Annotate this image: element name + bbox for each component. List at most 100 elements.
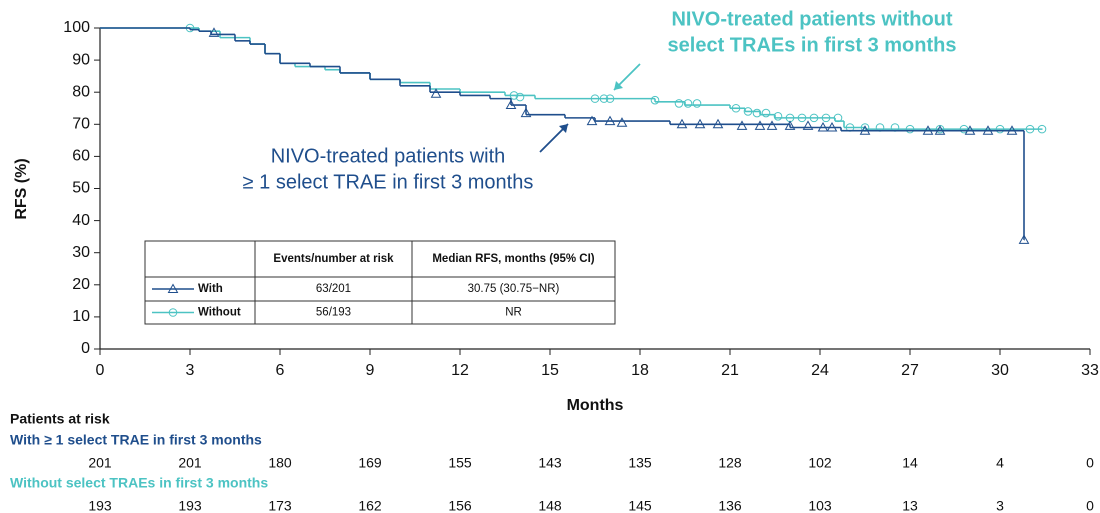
censor-marker	[905, 124, 915, 134]
censor-marker	[752, 108, 762, 118]
table-cell: NR	[505, 307, 522, 319]
annotation-arrowhead	[559, 124, 568, 133]
censor-marker	[821, 113, 831, 123]
risk-count: 143	[538, 455, 562, 471]
censor-marker	[754, 120, 766, 130]
y-tick-label: 20	[72, 276, 90, 293]
risk-count: 201	[178, 455, 202, 471]
risk-group-label: Without select TRAEs in first 3 months	[10, 475, 268, 491]
censor-marker	[982, 125, 994, 135]
censor-marker	[809, 113, 819, 123]
censor-marker	[430, 88, 442, 98]
censor-marker	[736, 120, 748, 130]
y-tick-label: 10	[72, 308, 90, 325]
series	[100, 27, 1030, 244]
risk-count: 148	[538, 498, 562, 513]
x-tick-label: 24	[811, 362, 829, 379]
censor-marker	[784, 120, 796, 130]
legend-label: Without	[198, 307, 241, 319]
annotation: NIVO-treated patients with	[271, 145, 506, 167]
x-tick-label: 12	[451, 362, 469, 379]
risk-count: 180	[268, 455, 292, 471]
censor-marker	[694, 118, 706, 129]
risk-count: 102	[808, 455, 832, 471]
censor-marker	[520, 107, 532, 118]
x-tick-label: 9	[366, 362, 375, 379]
censor-marker	[586, 115, 598, 126]
censor-marker	[604, 115, 616, 126]
censor-marker	[208, 27, 220, 37]
censor-marker	[797, 113, 807, 123]
risk-count: 128	[718, 455, 742, 471]
annotation-arrowhead	[614, 81, 623, 90]
censor-marker	[605, 94, 615, 103]
censor-marker	[1006, 125, 1018, 135]
risk-count: 169	[358, 455, 382, 471]
x-tick-label: 15	[541, 362, 559, 379]
x-tick-label: 18	[631, 362, 649, 379]
summary-table: Events/number at risk Median RFS, months …	[144, 240, 616, 325]
x-tick-label: 3	[186, 362, 195, 379]
censor-marker	[964, 125, 976, 135]
y-tick-label: 50	[72, 180, 90, 197]
risk-count: 3	[996, 498, 1004, 513]
censor-marker	[676, 118, 688, 129]
annotation: select TRAEs in first 3 months	[668, 34, 957, 56]
censor-marker	[802, 120, 814, 130]
table-cell: 56/193	[316, 307, 351, 319]
x-tick-label: 33	[1081, 362, 1099, 379]
censor-marker	[616, 117, 628, 127]
censor-marker	[515, 92, 525, 102]
censor-marker	[859, 125, 871, 135]
risk-count: 13	[902, 498, 918, 513]
risk-count: 173	[268, 498, 292, 513]
risk-count: 14	[902, 455, 918, 471]
x-tick-label: 27	[901, 362, 919, 379]
table-header: Median RFS, months (95% CI)	[432, 253, 594, 265]
annotation: ≥ 1 select TRAE in first 3 months	[243, 171, 534, 193]
censor-marker	[505, 99, 517, 110]
risk-count: 193	[88, 498, 112, 513]
risk-count: 0	[1086, 498, 1094, 513]
censor-marker	[766, 120, 778, 130]
y-axis-label: RFS (%)	[13, 158, 30, 219]
censor-marker	[692, 99, 702, 108]
censor-marker	[1025, 124, 1035, 134]
censor-marker	[590, 94, 600, 103]
risk-group-label: With ≥ 1 select TRAE in first 3 months	[10, 432, 262, 448]
censor-marker	[773, 111, 783, 121]
risk-title: Patients at risk	[10, 411, 110, 427]
censor-marker	[833, 113, 843, 123]
censor-marker	[599, 94, 609, 103]
risk-count: 156	[448, 498, 472, 513]
y-tick-label: 90	[72, 51, 90, 68]
annotation: NIVO-treated patients without	[671, 8, 952, 30]
x-tick-label: 0	[96, 362, 105, 379]
y-tick-label: 60	[72, 148, 90, 165]
y-tick-label: 80	[72, 83, 90, 100]
risk-count: 145	[628, 498, 652, 513]
censor-marker	[761, 108, 771, 118]
x-axis-label: Months	[567, 397, 624, 414]
risk-count: 0	[1086, 455, 1094, 471]
x-tick-label: 6	[276, 362, 285, 379]
risk-count: 201	[88, 455, 112, 471]
table-header: Events/number at risk	[273, 253, 394, 265]
risk-count: 155	[448, 455, 472, 471]
risk-count: 135	[628, 455, 652, 471]
censor-marker	[922, 125, 934, 135]
legend-label: With	[198, 283, 223, 295]
table-frame	[144, 240, 616, 325]
censor-marker	[743, 107, 753, 116]
censor-marker	[995, 124, 1005, 134]
censor-marker	[731, 103, 741, 113]
risk-count: 103	[808, 498, 832, 513]
censor-marker	[1018, 234, 1030, 244]
y-tick-label: 70	[72, 116, 90, 133]
censor-marker	[826, 121, 838, 132]
y-tick-label: 30	[72, 244, 90, 261]
table-cell: 63/201	[316, 283, 351, 295]
censor-marker	[683, 99, 693, 108]
risk-count: 136	[718, 498, 742, 513]
censor-marker	[509, 91, 519, 100]
